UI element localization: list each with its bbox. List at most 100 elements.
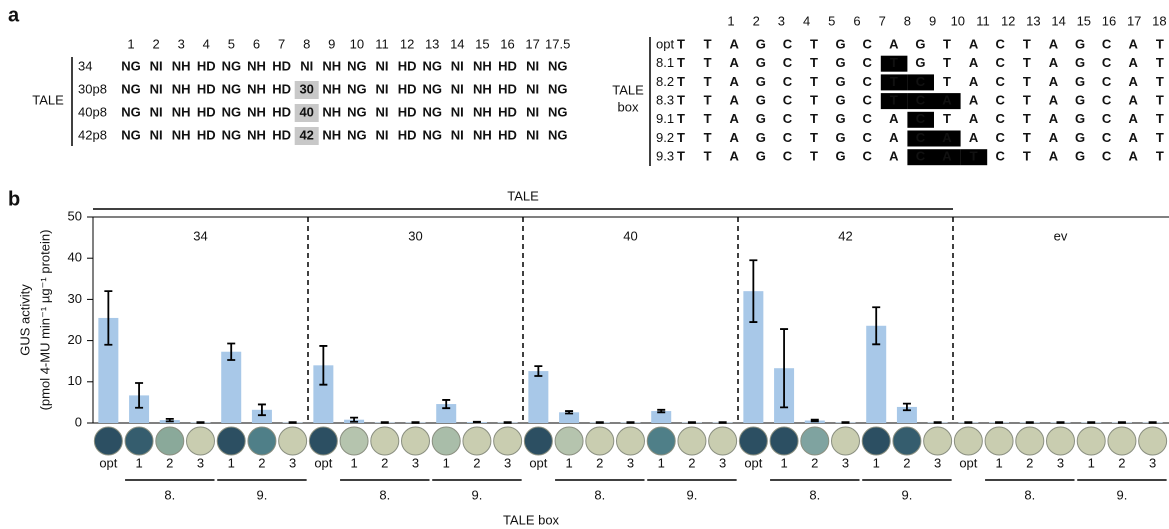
base-letter: T <box>1156 130 1164 145</box>
subgroup-label: 9. <box>687 487 698 502</box>
rvd-cell: NG <box>347 81 367 96</box>
base-letter: T <box>704 111 712 126</box>
subgroup-label: 9. <box>902 487 913 502</box>
well <box>616 426 645 456</box>
base-letter: T <box>1156 149 1164 164</box>
column-header: 13 <box>1026 13 1040 28</box>
rvd-cell: NH <box>172 81 191 96</box>
base-letter: G <box>836 130 846 145</box>
column-header: 5 <box>828 13 835 28</box>
x-tick-label: opt <box>529 455 547 470</box>
x-axis-title: TALE box <box>503 512 560 527</box>
x-tick-label: 2 <box>903 455 910 470</box>
base-letter: T <box>943 74 951 89</box>
rvd-cell: NH <box>322 127 341 142</box>
y-tick-label: 10 <box>68 373 82 388</box>
column-header: 9 <box>328 36 335 51</box>
rvd-cell: HD <box>498 81 517 96</box>
rvd-cell: HD <box>272 127 291 142</box>
base-letter: G <box>756 130 766 145</box>
error-bar <box>964 421 973 424</box>
error-bar <box>995 421 1004 424</box>
base-letter: T <box>810 149 818 164</box>
row-label: 9.3 <box>656 149 674 164</box>
error-bar <box>1025 421 1034 424</box>
base-letter: G <box>915 36 925 51</box>
rvd-cell: HD <box>197 81 216 96</box>
rvd-cell: NI <box>150 104 163 119</box>
row-label: 42p8 <box>78 127 107 142</box>
base-letter: C <box>783 130 793 145</box>
error-bar <box>1056 421 1065 424</box>
base-letter: T <box>810 93 818 108</box>
error-bar <box>534 365 543 377</box>
rvd-cell: NG <box>347 58 367 73</box>
rvd-cell: NH <box>322 58 341 73</box>
row-label: 30p8 <box>78 81 107 96</box>
base-letter: T <box>677 55 685 70</box>
x-tick-label: 1 <box>350 455 357 470</box>
base-letter: A <box>969 93 979 108</box>
base-letter: G <box>756 111 766 126</box>
x-tick-label: 2 <box>258 455 265 470</box>
x-tick-label: 3 <box>842 455 849 470</box>
base-letter: A <box>1049 149 1059 164</box>
well <box>831 426 860 456</box>
rvd-cell: NG <box>347 104 367 119</box>
error-bar <box>380 421 389 424</box>
group-label: box <box>618 99 639 114</box>
rvd-cell: NG <box>347 127 367 142</box>
column-header: 1 <box>127 36 134 51</box>
column-header: 14 <box>1051 13 1065 28</box>
rvd-cell: NG <box>548 58 568 73</box>
subgroup-label: 8. <box>594 487 605 502</box>
well <box>308 426 338 456</box>
rvd-cell: NH <box>473 81 492 96</box>
base-letter: C <box>783 111 793 126</box>
rvd-cell: NI <box>451 81 464 96</box>
error-bar <box>319 345 328 386</box>
well <box>585 426 615 456</box>
base-letter: A <box>889 149 899 164</box>
rvd-cell: NG <box>548 104 568 119</box>
y-tick-label: 30 <box>68 291 82 306</box>
group-label: 30 <box>408 228 422 243</box>
column-header: 12 <box>1001 13 1015 28</box>
well <box>892 426 922 456</box>
highlight <box>960 149 988 166</box>
column-header: 16 <box>500 36 514 51</box>
group-label: 34 <box>193 228 207 243</box>
x-tick-label: opt <box>99 455 117 470</box>
highlight <box>294 127 319 145</box>
base-letter: A <box>730 74 740 89</box>
base-letter: A <box>969 130 979 145</box>
highlight <box>934 149 961 166</box>
bar <box>896 406 917 423</box>
well <box>1015 426 1045 456</box>
rvd-cell: HD <box>398 127 417 142</box>
error-bar <box>503 421 512 424</box>
row-label: opt <box>656 36 674 51</box>
x-tick-label: 1 <box>443 455 450 470</box>
base-letter: A <box>1049 93 1059 108</box>
base-letter: C <box>1102 55 1112 70</box>
x-tick-label: 3 <box>1149 455 1156 470</box>
base-letter: T <box>810 74 818 89</box>
highlight <box>934 130 961 147</box>
rvd-cell: NI <box>526 81 539 96</box>
rvd-cell: NH <box>322 104 341 119</box>
column-header: 15 <box>1077 13 1091 28</box>
rvd-cell: NH <box>247 104 266 119</box>
row-label: 8.1 <box>656 55 674 70</box>
error-bar <box>872 306 881 346</box>
base-letter: A <box>1129 93 1139 108</box>
rvd-cell: NH <box>247 81 266 96</box>
base-letter: G <box>836 111 846 126</box>
error-bar <box>595 421 604 424</box>
column-header: 7 <box>278 36 285 51</box>
base-letter: C <box>1102 111 1112 126</box>
base-letter: C <box>783 74 793 89</box>
well <box>493 426 523 456</box>
rvd-cell: NI <box>376 127 389 142</box>
